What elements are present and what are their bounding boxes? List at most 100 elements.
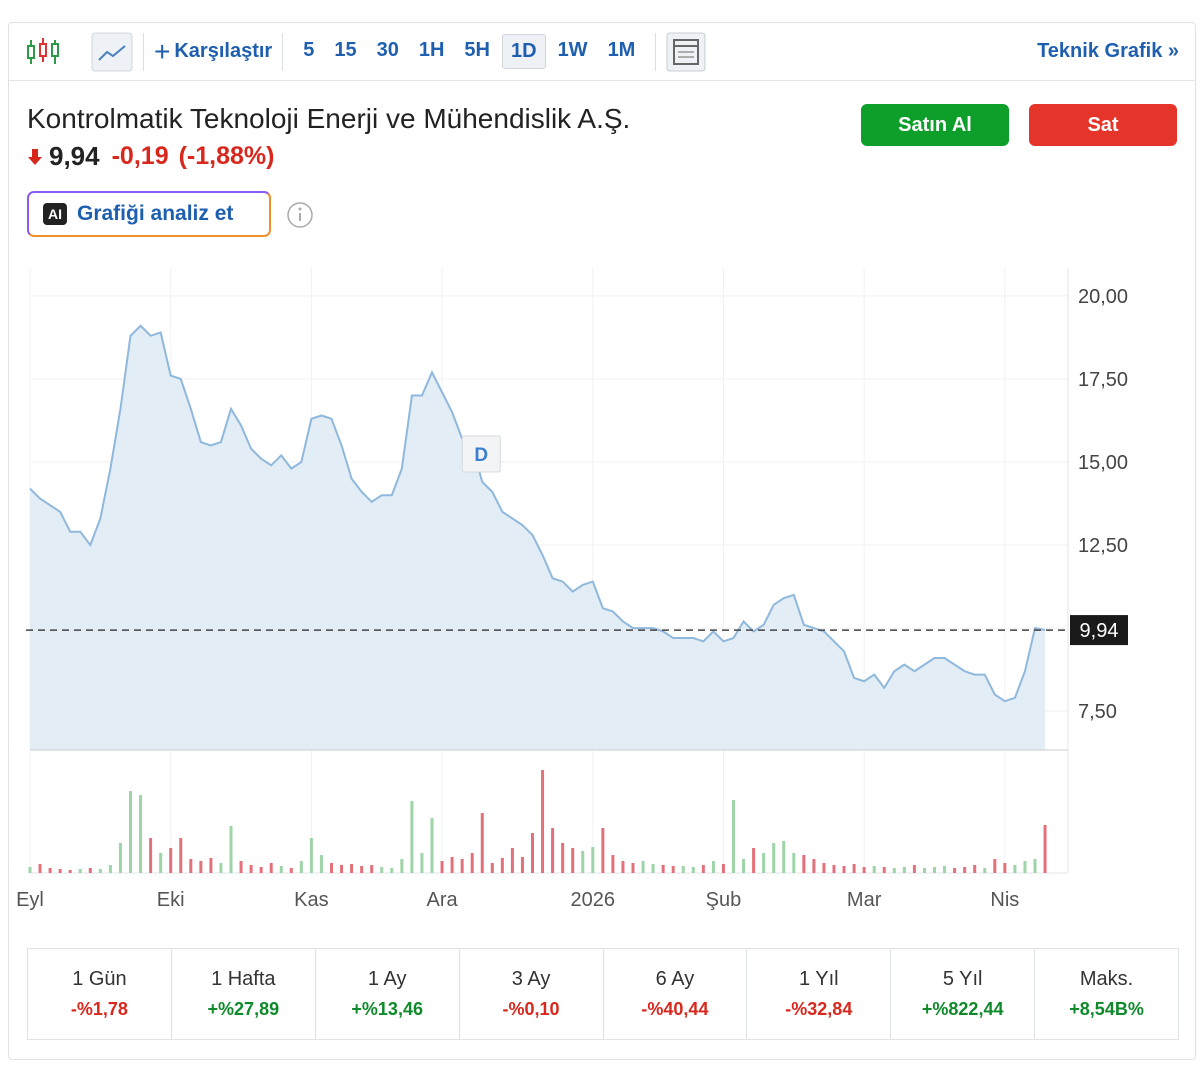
volume-bar <box>681 866 685 873</box>
performance-table: 1 Gün -%1,78 1 Hafta +%27,89 1 Ay +%13,46 3 Ay… <box>27 948 1179 1040</box>
interval-button[interactable]: 30 <box>376 39 399 61</box>
volume-bar <box>450 857 454 873</box>
volume-bar <box>732 800 735 873</box>
volume-bar <box>912 865 916 873</box>
candle-icon[interactable] <box>23 32 73 72</box>
y-tick-label: 17,50 <box>1078 369 1128 391</box>
ai-badge: AI <box>43 203 67 225</box>
area-fill <box>30 325 1046 750</box>
volume-bar <box>169 848 173 873</box>
volume-bar <box>28 867 32 873</box>
period-label: 1 Ay <box>367 968 407 990</box>
technical-link[interactable]: Teknik Grafik » <box>1037 40 1179 62</box>
volume-bar <box>440 861 444 873</box>
volume-bar <box>279 866 283 873</box>
volume-bar <box>410 801 414 873</box>
x-tick-label: Nis <box>990 889 1019 911</box>
volume-bar <box>983 868 987 873</box>
period-change: +8,54B% <box>1069 999 1144 1019</box>
volume-bar <box>340 865 344 873</box>
info-icon[interactable] <box>286 201 314 229</box>
y-tick-label: 7,50 <box>1078 701 1117 723</box>
volume-bar <box>943 866 947 873</box>
volume-bar <box>370 865 374 873</box>
volume-bar <box>762 853 766 873</box>
volume-bar <box>792 853 796 873</box>
volume-bar <box>189 859 193 873</box>
volume-bar <box>78 869 82 873</box>
volume-bar <box>641 861 645 873</box>
last-price-box <box>1070 615 1128 646</box>
volume-bar <box>249 865 253 873</box>
price-row: 9,94 -0,19 (-1,88%) <box>27 141 274 172</box>
analyze-button[interactable]: AI Grafiği analiz et <box>27 191 271 237</box>
volume-bar <box>782 841 786 873</box>
volume-bar <box>862 867 866 873</box>
volume-bar <box>520 857 524 873</box>
volume-bar <box>430 818 434 873</box>
volume-bar <box>420 853 424 873</box>
volume-bar <box>1003 863 1007 873</box>
volume-bar <box>500 858 504 873</box>
sell-button[interactable]: Sat <box>1029 104 1177 146</box>
volume-bar <box>561 843 565 873</box>
volume-bar <box>963 867 967 873</box>
interval-button[interactable]: 1D <box>501 34 546 69</box>
price-line <box>29 324 1046 703</box>
volume-bar <box>350 864 354 873</box>
x-tick-label: Ara <box>426 889 458 911</box>
volume-bar <box>711 861 715 873</box>
y-tick-label: 15,00 <box>1078 452 1128 474</box>
volume-bar <box>611 855 615 873</box>
period-change: -%40,44 <box>641 999 709 1019</box>
interval-button[interactable]: 5 <box>303 39 315 61</box>
volume-bar <box>872 866 876 873</box>
x-tick-label: 2026 <box>571 889 616 911</box>
last-price-label: 9,94 <box>1080 620 1119 642</box>
down-arrow <box>28 148 42 165</box>
interval-button[interactable]: 15 <box>334 39 357 61</box>
volume-bar <box>691 867 695 873</box>
interval-button[interactable]: 1M <box>607 39 636 61</box>
performance-cell: 6 Ay -%40,44 <box>604 949 748 1039</box>
volume-bar <box>1013 865 1017 873</box>
period-label: 1 Yıl <box>798 968 839 990</box>
volume-bar <box>229 826 233 873</box>
event-marker-label: D <box>474 445 488 466</box>
volume-bar <box>118 843 122 873</box>
widget: + Karşılaştır 5 15 30 1H 5H 1D 1W 1M Teknik Graf… <box>8 22 1196 1060</box>
volume-bar <box>159 853 163 873</box>
volume-bar <box>98 869 102 873</box>
volume-bar <box>701 865 705 873</box>
volume-bar <box>822 863 826 873</box>
volume-bar <box>309 838 313 873</box>
compare-label: Karşılaştır <box>174 40 273 62</box>
period-label: 6 Ay <box>655 968 695 990</box>
volume-bar <box>541 770 545 873</box>
volume-bar <box>752 848 756 873</box>
layout-icon[interactable] <box>666 32 706 72</box>
y-tick-label: 20,00 <box>1078 286 1128 308</box>
interval-button[interactable]: 5H <box>464 39 490 61</box>
interval-button[interactable]: 1W <box>557 39 588 61</box>
y-tick-label: 12,50 <box>1078 535 1128 557</box>
buy-button[interactable]: Satın Al <box>861 104 1009 146</box>
interval-button[interactable]: 1H <box>418 39 445 61</box>
intervals: 5 15 30 1H 5H 1D 1W 1M <box>293 34 645 69</box>
volume-bar <box>400 859 404 873</box>
volume-bar <box>581 851 585 873</box>
volume-bar <box>490 863 494 873</box>
volume-bar <box>631 863 635 873</box>
volume-bar <box>832 865 836 873</box>
x-tick-label: Kas <box>294 889 328 911</box>
area-icon[interactable] <box>91 32 133 72</box>
volume-bar <box>199 861 203 873</box>
compare-button[interactable]: + Karşılaştır <box>154 35 273 67</box>
chart: EylEkiKasAra2026ŞubMarNis7,5010,0012,501… <box>16 268 1128 911</box>
volume-bar <box>108 865 112 873</box>
volume-bar <box>48 868 52 873</box>
volume-bar <box>1043 825 1047 873</box>
volume-bar <box>902 867 906 873</box>
volume-bar <box>259 867 263 873</box>
period-change: +%13,46 <box>351 999 423 1019</box>
